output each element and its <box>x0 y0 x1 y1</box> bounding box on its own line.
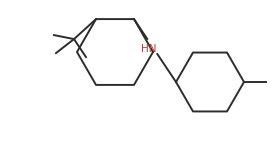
Text: HN: HN <box>141 44 157 54</box>
